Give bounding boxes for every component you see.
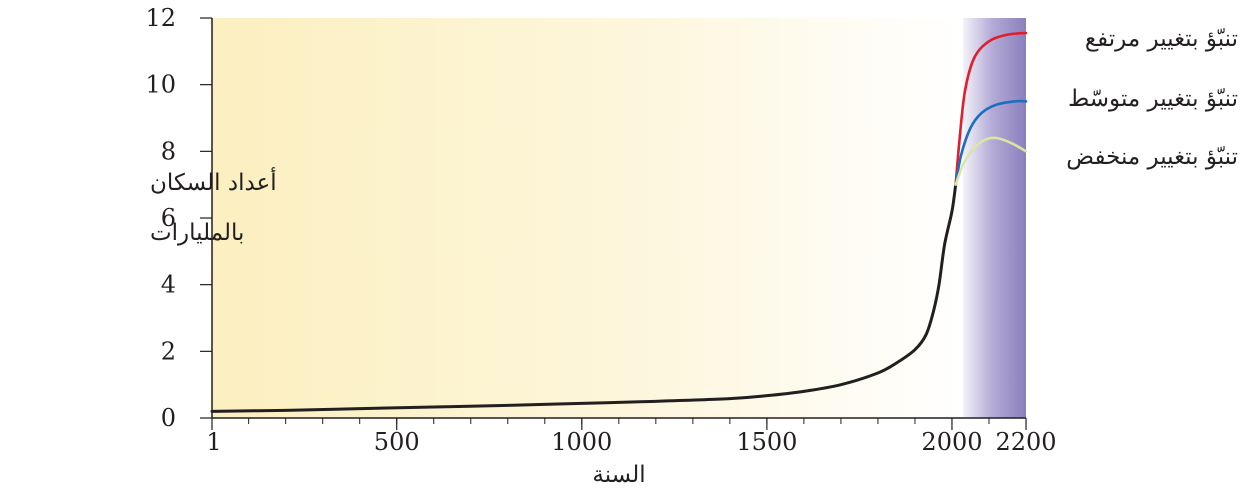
y-tick-label: 10 <box>145 71 176 99</box>
series-line-historical <box>210 183 958 413</box>
y-tick-label: 8 <box>161 137 176 165</box>
x-axis-title: السنة <box>592 462 645 488</box>
historical-background <box>212 18 964 418</box>
x-tick-label: 1 <box>206 428 221 456</box>
y-axis-title-line: بالمليارات <box>150 220 244 246</box>
x-tick-label: 500 <box>374 428 420 456</box>
series-line-low <box>954 136 1028 186</box>
x-tick-label: 1000 <box>551 428 612 456</box>
axes-layer <box>200 17 1027 430</box>
x-tick-label: 2200 <box>995 428 1056 456</box>
y-tick-label: 4 <box>161 271 176 299</box>
x-tick-label: 2000 <box>921 428 982 456</box>
y-tick-label: 12 <box>145 4 176 32</box>
labels-layer: 1 500 1000 1500 2000 2200024681012السنةأعداد … <box>145 4 1238 488</box>
y-tick-label: 0 <box>161 404 176 432</box>
series-line-high <box>954 31 1028 186</box>
projection-background <box>963 18 1026 418</box>
series-layer <box>210 31 1028 413</box>
y-tick-label: 2 <box>161 337 176 365</box>
legend-label-high: تنبّؤ بتغيير مرتفع <box>1085 26 1238 52</box>
legend-label-low: تنبّؤ بتغيير منخفض <box>1066 144 1238 170</box>
series-line-medium <box>954 99 1028 186</box>
y-tick-label: 6 <box>161 204 176 232</box>
legend-label-medium: تنبّؤ بتغيير متوسّط <box>1068 86 1238 112</box>
y-axis-title-line: أعداد السكان <box>150 167 277 196</box>
x-tick-label: 1500 <box>736 428 797 456</box>
